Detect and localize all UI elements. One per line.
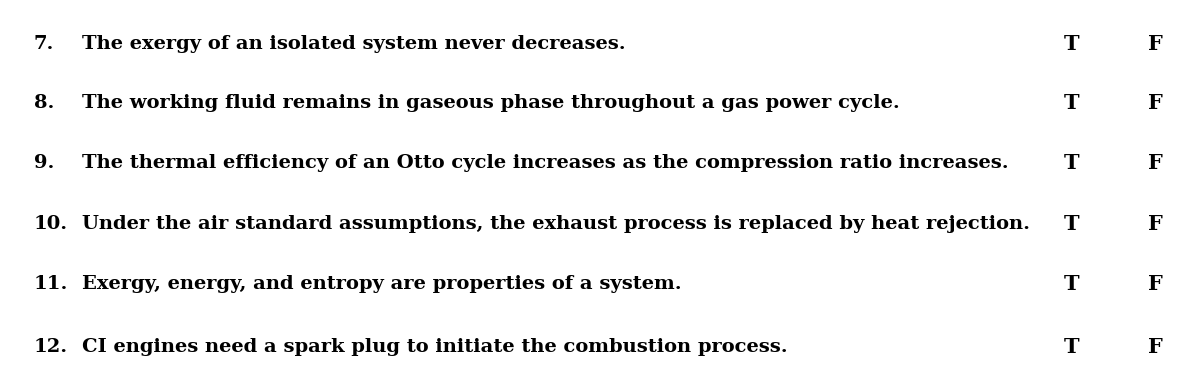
Text: F: F (1148, 93, 1163, 113)
Text: CI engines need a spark plug to initiate the combustion process.: CI engines need a spark plug to initiate… (82, 338, 787, 356)
Text: 11.: 11. (34, 275, 68, 293)
Text: F: F (1148, 274, 1163, 294)
Text: F: F (1148, 337, 1163, 357)
Text: F: F (1148, 33, 1163, 54)
Text: 8.: 8. (34, 94, 54, 112)
Text: Exergy, energy, and entropy are properties of a system.: Exergy, energy, and entropy are properti… (82, 275, 682, 293)
Text: F: F (1148, 153, 1163, 173)
Text: Under the air standard assumptions, the exhaust process is replaced by heat reje: Under the air standard assumptions, the … (82, 215, 1030, 233)
Text: 7.: 7. (34, 35, 54, 53)
Text: T: T (1063, 337, 1080, 357)
Text: The thermal efficiency of an Otto cycle increases as the compression ratio incre: The thermal efficiency of an Otto cycle … (82, 154, 1008, 172)
Text: T: T (1063, 153, 1080, 173)
Text: 12.: 12. (34, 338, 67, 356)
Text: T: T (1063, 214, 1080, 234)
Text: 10.: 10. (34, 215, 67, 233)
Text: The exergy of an isolated system never decreases.: The exergy of an isolated system never d… (82, 35, 625, 53)
Text: The working fluid remains in gaseous phase throughout a gas power cycle.: The working fluid remains in gaseous pha… (82, 94, 899, 112)
Text: T: T (1063, 274, 1080, 294)
Text: T: T (1063, 93, 1080, 113)
Text: T: T (1063, 33, 1080, 54)
Text: F: F (1148, 214, 1163, 234)
Text: 9.: 9. (34, 154, 54, 172)
